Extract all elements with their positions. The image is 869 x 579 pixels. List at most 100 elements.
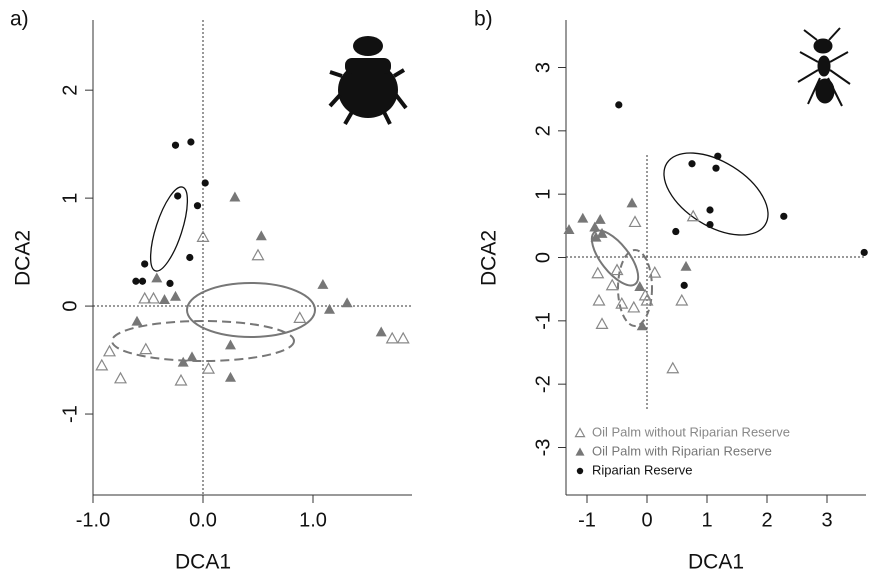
point [174,373,188,386]
point [139,342,153,355]
point [102,344,117,357]
point [193,202,202,210]
point [675,293,689,306]
x-tick-label: 0 [641,509,652,531]
point [589,221,601,232]
point [610,263,624,276]
panel-label: a) [10,8,29,31]
x-tick-label: -1.0 [76,509,110,531]
x-tick-label: 1 [701,509,712,531]
point [255,230,267,241]
y-axis-title: DCA2 [478,230,501,286]
point [627,300,641,313]
point [132,277,140,285]
y-tick-label: -3 [532,439,554,457]
point [672,227,680,236]
point [201,179,209,187]
point [229,191,241,202]
point [131,315,143,326]
point [615,296,629,309]
point [636,320,648,331]
point [324,303,335,314]
point [648,265,662,278]
point [615,101,623,109]
y-tick-label: -1 [532,312,554,330]
point [225,339,236,350]
point [712,164,720,172]
point [595,317,609,329]
point [385,331,399,344]
legend-label: Oil Palm with Riparian Reserve [592,443,772,458]
point [251,248,265,261]
point [201,361,216,374]
y-tick-label: -2 [532,375,554,393]
point [860,248,868,257]
point [138,291,152,304]
point [591,266,605,279]
point [714,152,722,160]
point [166,279,174,288]
point [174,192,182,200]
point [317,278,329,289]
x-tick-label: -1 [578,509,596,531]
point [680,281,688,289]
point [590,231,602,242]
point [341,297,353,308]
legend-label: Riparian Reserve [592,462,692,477]
point [596,227,608,238]
point [177,356,189,367]
point [680,260,692,271]
point [577,212,589,223]
ellipse [111,320,295,362]
point [628,215,642,228]
point [196,230,210,242]
ellipse [186,282,316,338]
x-axis-title: DCA1 [688,551,744,574]
panel-label: b) [474,8,493,31]
point [186,253,194,262]
point [605,278,619,291]
point [706,220,714,229]
point [706,206,714,214]
point [159,294,170,305]
point [113,371,128,384]
point [95,358,109,371]
point [396,331,410,344]
point [186,351,198,362]
ant-icon [797,27,851,107]
x-tick-label: 0.0 [189,509,217,531]
point [187,138,195,146]
point [138,277,147,285]
point [151,272,163,283]
point [780,212,788,220]
legend-marker [575,447,585,456]
point [170,290,181,301]
point [375,326,387,337]
y-tick-label: -1 [59,405,81,423]
y-tick-label: 1 [59,193,81,204]
y-tick-label: 2 [532,125,554,136]
x-axis-title: DCA1 [175,551,231,574]
point [594,214,606,224]
point [225,371,236,382]
y-tick-label: 3 [532,62,554,73]
point [634,281,646,292]
y-tick-label: 0 [532,252,554,263]
panel-a-decor [93,20,412,495]
point [686,209,700,222]
legend-marker [576,467,584,475]
beetle-icon [328,36,408,126]
y-tick-label: 2 [59,85,81,96]
x-tick-label: 3 [821,509,832,531]
panel-b-decor [566,27,866,410]
point [171,141,180,149]
point [626,197,638,208]
point [592,293,606,306]
y-tick-label: 1 [532,189,554,200]
y-axis-title: DCA2 [12,230,35,286]
point [666,361,680,374]
point [141,260,149,268]
ellipse [590,229,640,287]
legend-marker [574,427,586,438]
